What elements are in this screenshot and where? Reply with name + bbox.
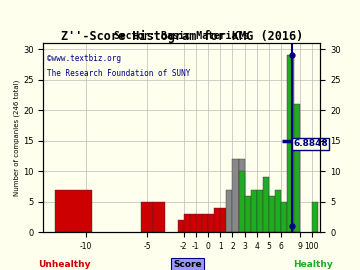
Bar bbox=[251, 190, 257, 232]
Bar bbox=[226, 190, 233, 232]
Bar bbox=[184, 214, 190, 232]
Text: Score: Score bbox=[173, 260, 202, 269]
Bar bbox=[208, 214, 214, 232]
Bar bbox=[275, 190, 281, 232]
Bar bbox=[55, 190, 92, 232]
Title: Z''-Score Histogram for KMG (2016): Z''-Score Histogram for KMG (2016) bbox=[61, 30, 303, 43]
Text: Sector: Basic Materials: Sector: Basic Materials bbox=[114, 31, 249, 41]
Bar bbox=[196, 214, 202, 232]
Bar bbox=[293, 104, 300, 232]
Bar bbox=[239, 159, 245, 232]
Bar bbox=[153, 202, 165, 232]
Bar bbox=[263, 177, 269, 232]
Bar bbox=[245, 196, 251, 232]
Bar bbox=[233, 159, 239, 232]
Text: Unhealthy: Unhealthy bbox=[39, 260, 91, 269]
Bar bbox=[220, 208, 226, 232]
Bar bbox=[202, 214, 208, 232]
Bar bbox=[312, 202, 318, 232]
Text: ©www.textbiz.org: ©www.textbiz.org bbox=[47, 54, 121, 63]
Bar bbox=[269, 196, 275, 232]
Text: The Research Foundation of SUNY: The Research Foundation of SUNY bbox=[47, 69, 190, 78]
Bar bbox=[245, 208, 251, 232]
Text: Healthy: Healthy bbox=[293, 260, 333, 269]
Bar bbox=[281, 202, 287, 232]
Bar bbox=[287, 55, 293, 232]
Text: 6.8848: 6.8848 bbox=[293, 139, 328, 148]
Bar bbox=[251, 214, 257, 232]
Bar bbox=[190, 214, 196, 232]
Bar bbox=[239, 171, 245, 232]
Bar bbox=[214, 208, 220, 232]
Bar bbox=[257, 190, 263, 232]
Bar bbox=[141, 202, 153, 232]
Y-axis label: Number of companies (246 total): Number of companies (246 total) bbox=[14, 79, 20, 196]
Bar bbox=[177, 220, 184, 232]
